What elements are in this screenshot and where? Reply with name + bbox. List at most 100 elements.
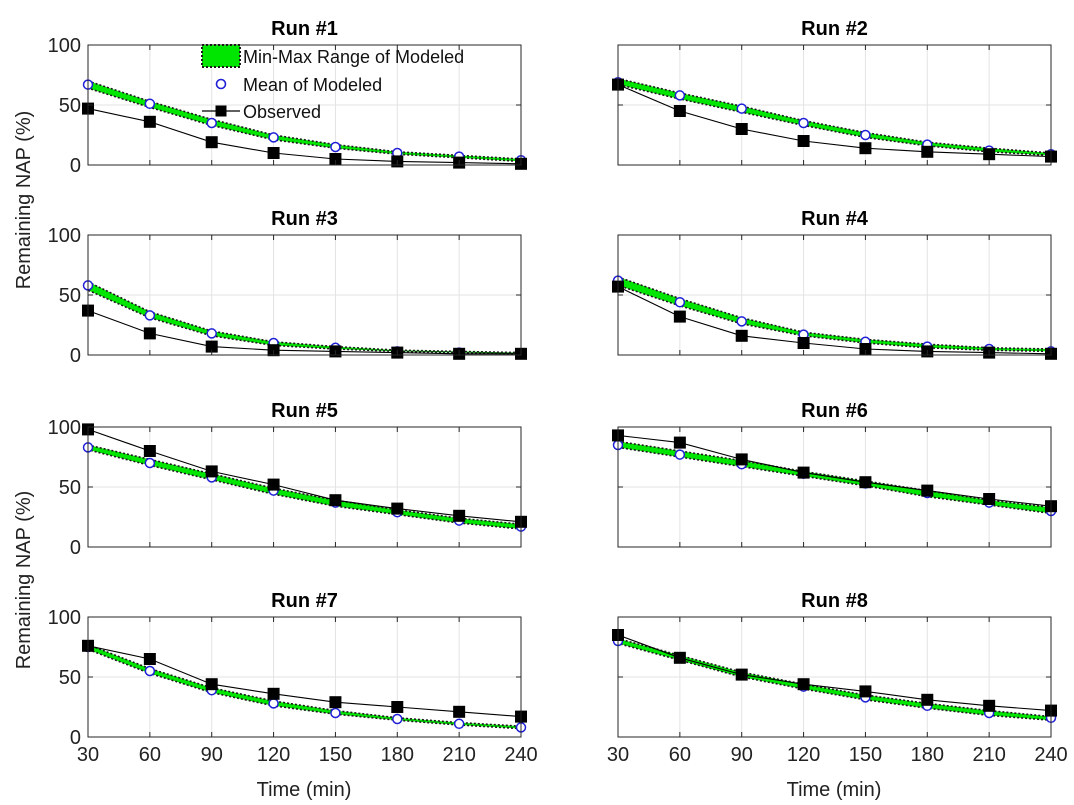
legend: Min-Max Range of Modeled Mean of Modeled… bbox=[201, 44, 464, 122]
observed-marker bbox=[453, 705, 466, 718]
mean-marker bbox=[144, 310, 156, 321]
observed-line bbox=[617, 84, 1052, 158]
mean-marker bbox=[206, 328, 217, 339]
y-tick-label: 100 bbox=[48, 607, 81, 629]
chart-panel-2: Run #2 bbox=[612, 18, 1057, 166]
mean-marker bbox=[144, 665, 156, 677]
x-tick-label: 150 bbox=[319, 744, 352, 766]
x-tick-label: 210 bbox=[442, 744, 475, 766]
legend-mean-marker-icon bbox=[215, 78, 227, 90]
observed-marker bbox=[205, 465, 218, 478]
observed-marker bbox=[673, 436, 686, 449]
x-tick-label: 240 bbox=[1034, 744, 1067, 766]
chart-panel-6: Run #6 bbox=[612, 400, 1057, 548]
y-tick-label: 100 bbox=[48, 225, 81, 247]
mean-marker bbox=[674, 449, 686, 460]
range-upper-edge bbox=[617, 276, 1052, 350]
y-tick-label: 100 bbox=[48, 417, 81, 439]
x-tick-label: 60 bbox=[669, 744, 691, 766]
mean-marker bbox=[674, 296, 686, 308]
observed-marker bbox=[983, 699, 996, 712]
x-tick-label: 210 bbox=[972, 744, 1005, 766]
observed-marker bbox=[735, 668, 748, 681]
observed-line bbox=[87, 310, 521, 355]
observed-marker bbox=[921, 693, 934, 706]
legend-label-mean: Mean of Modeled bbox=[243, 75, 382, 95]
range-lower-edge bbox=[87, 289, 522, 355]
chart-title: Run #1 bbox=[271, 18, 338, 40]
range-lower-edge bbox=[617, 284, 1052, 353]
observed-marker bbox=[735, 329, 748, 342]
observed-marker bbox=[143, 115, 156, 128]
chart-title: Run #8 bbox=[801, 590, 868, 612]
mean-marker bbox=[392, 713, 403, 725]
observed-marker bbox=[735, 453, 748, 466]
x-tick-label: 30 bbox=[77, 744, 99, 766]
chart-panel-1: 0 50 100 Run #1 bbox=[48, 18, 527, 177]
observed-line bbox=[617, 634, 1052, 712]
range-upper-edge bbox=[87, 444, 522, 525]
observed-marker bbox=[673, 310, 686, 323]
chart-panel-5: 0 50 100 Run #5 bbox=[48, 400, 527, 559]
observed-marker bbox=[673, 105, 686, 117]
y-tick-label: 50 bbox=[59, 285, 81, 307]
range-lower-edge bbox=[87, 87, 522, 163]
observed-marker bbox=[329, 494, 342, 507]
x-tick-label: 120 bbox=[257, 744, 290, 766]
observed-line bbox=[87, 108, 522, 165]
range-lower-edge bbox=[617, 446, 1052, 515]
legend-label-observed: Observed bbox=[243, 102, 321, 122]
observed-marker bbox=[267, 147, 280, 159]
x-tick-label: 180 bbox=[911, 744, 944, 766]
range-lower-edge bbox=[87, 449, 522, 530]
observed-marker bbox=[391, 502, 404, 515]
observed-line bbox=[617, 286, 1052, 355]
observed-marker bbox=[329, 153, 342, 165]
x-tick-label: 240 bbox=[504, 744, 537, 766]
y-tick-label: 50 bbox=[59, 95, 81, 117]
observed-marker bbox=[205, 136, 218, 149]
y-tick-label: 50 bbox=[59, 477, 81, 499]
mean-marker bbox=[798, 117, 809, 129]
chart-panel-4: Run #4 bbox=[612, 208, 1057, 360]
x-tick-label: 30 bbox=[607, 744, 629, 766]
range-lower-edge bbox=[617, 83, 1052, 157]
observed-marker bbox=[673, 651, 686, 664]
mean-marker bbox=[736, 103, 747, 114]
y-axis-label-top: Remaining NAP (%) bbox=[13, 111, 35, 290]
observed-marker bbox=[143, 445, 156, 457]
x-tick-label: 90 bbox=[201, 744, 223, 766]
y-tick-label: 0 bbox=[70, 155, 81, 177]
mean-marker bbox=[330, 707, 341, 719]
mean-marker bbox=[144, 457, 156, 469]
observed-marker bbox=[143, 653, 156, 665]
x-axis-label-left: Time (min) bbox=[257, 779, 352, 801]
mean-marker bbox=[453, 718, 465, 730]
x-tick-label: 150 bbox=[849, 744, 882, 766]
observed-marker bbox=[267, 687, 280, 700]
chart-panel-7: 0 50 100 30 60 90 120 150 180 210 240 Run #7 bbox=[48, 590, 538, 766]
range-upper-edge bbox=[617, 440, 1052, 509]
observed-marker bbox=[859, 343, 872, 355]
panels: 0 50 100 Run #1 Run #2 0 50 100 Run #3 Run #4 0 50 1… bbox=[48, 18, 1068, 766]
chart-title: Run #5 bbox=[271, 400, 338, 422]
observed-marker bbox=[797, 337, 810, 349]
observed-marker bbox=[859, 685, 872, 698]
observed-marker bbox=[921, 484, 934, 497]
mean-marker bbox=[674, 90, 686, 101]
mean-marker bbox=[268, 132, 279, 143]
y-tick-label: 50 bbox=[59, 667, 81, 689]
observed-marker bbox=[983, 148, 996, 161]
range-upper-edge bbox=[87, 643, 522, 727]
observed-marker bbox=[797, 135, 810, 147]
observed-line bbox=[87, 645, 522, 718]
chart-panel-8: 30 60 90 120 150 180 210 240 Run #8 bbox=[607, 590, 1068, 766]
range-upper-edge bbox=[617, 637, 1052, 718]
chart-title: Run #6 bbox=[801, 400, 868, 422]
observed-marker bbox=[735, 123, 748, 135]
y-tick-label: 100 bbox=[48, 35, 81, 57]
x-tick-label: 180 bbox=[381, 744, 414, 766]
observed-marker bbox=[797, 678, 810, 691]
chart-title: Run #3 bbox=[271, 208, 338, 230]
